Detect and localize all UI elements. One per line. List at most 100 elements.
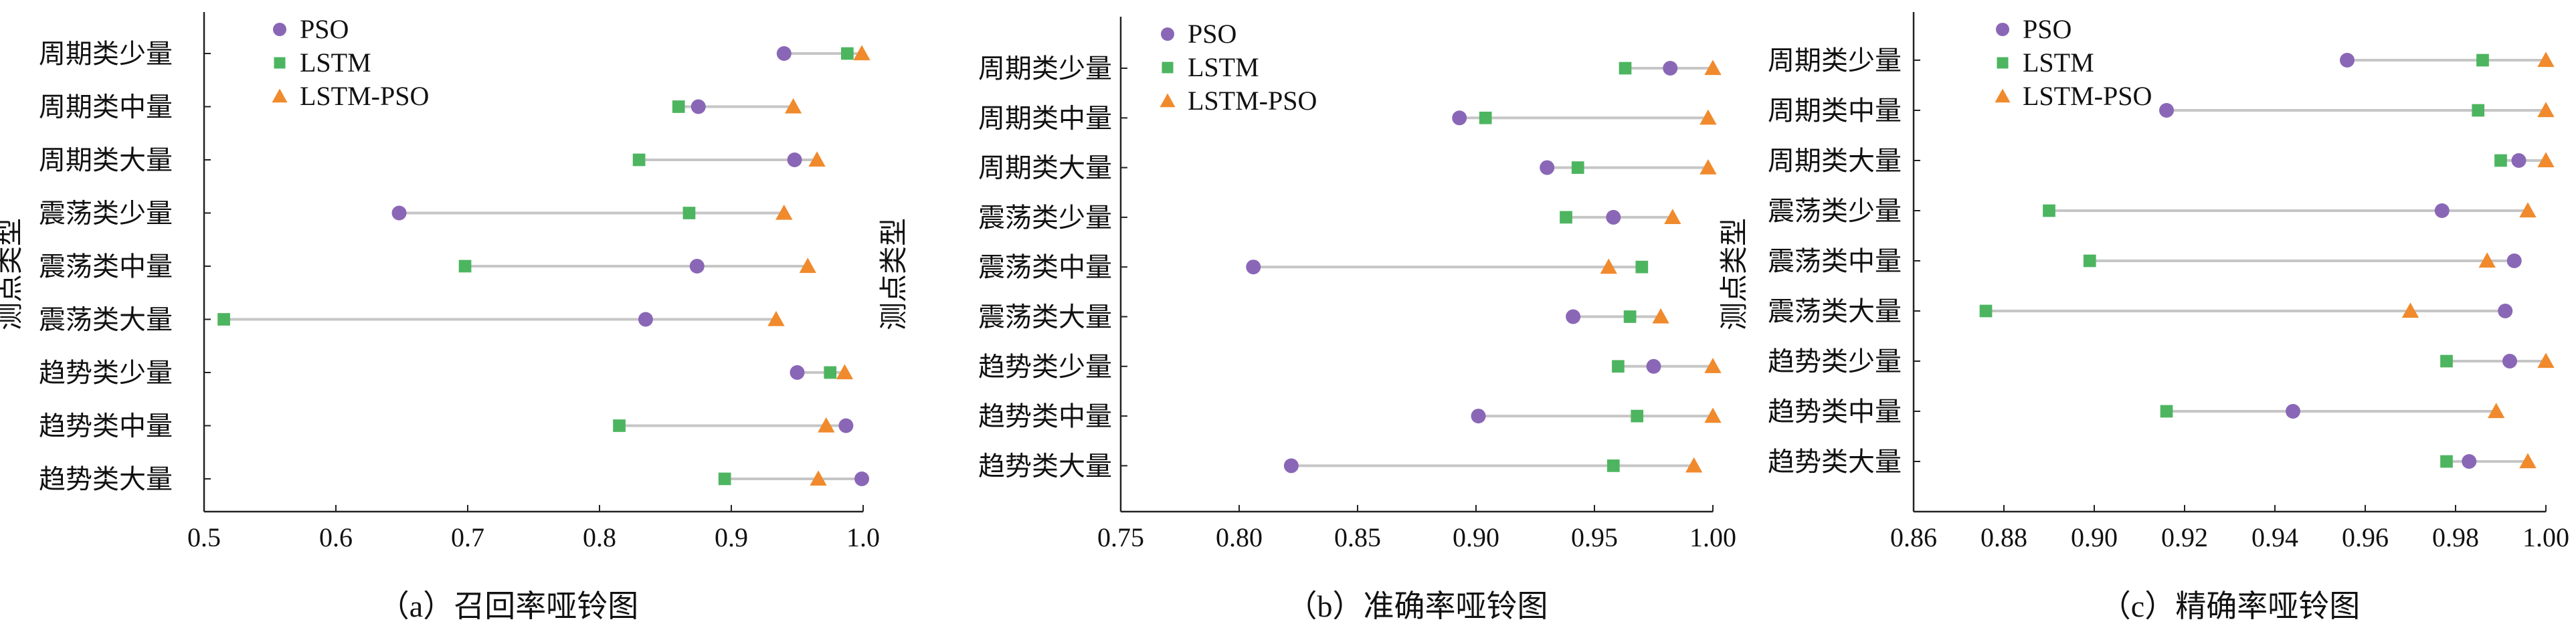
category-label: 震荡类中量	[1768, 246, 1902, 276]
lstm-pso-point	[2537, 352, 2555, 368]
lstm-point	[458, 259, 472, 273]
lstm-pso-point	[784, 98, 802, 114]
pso-point	[2511, 153, 2526, 168]
x-tick-label: 0.6	[319, 522, 353, 552]
x-tick-label: 0.92	[2161, 522, 2208, 552]
legend-label: PSO	[2023, 14, 2072, 44]
pso-point	[2498, 304, 2513, 318]
pso-point	[391, 205, 407, 221]
lstm-point	[682, 207, 696, 219]
y-axis-title: 测点类型	[1720, 218, 1750, 330]
lstm-pso-point	[853, 45, 870, 61]
category-label: 周期类大量	[39, 145, 173, 175]
pso-point	[638, 312, 653, 327]
pso-point	[1606, 209, 1621, 225]
pso-point	[1566, 309, 1581, 324]
legend-label: LSTM-PSO	[2023, 81, 2152, 111]
lstm-pso-point	[810, 470, 827, 486]
pso-point	[790, 365, 805, 380]
pso-point	[689, 259, 705, 274]
lstm-point	[1571, 161, 1584, 174]
pso-point	[1646, 358, 1661, 374]
lstm-pso-point	[2519, 202, 2537, 218]
pso-point	[2506, 253, 2522, 268]
chart-caption: （b）准确率哑铃图	[1287, 589, 1548, 623]
lstm-point	[2083, 254, 2096, 268]
legend-label: LSTM-PSO	[1188, 86, 1317, 116]
lstm-point	[632, 153, 646, 167]
pso-point	[1452, 110, 1467, 126]
category-label: 趋势类少量	[39, 358, 173, 388]
x-tick-label: 0.95	[1571, 522, 1618, 552]
lstm-point	[2472, 104, 2485, 117]
legend-label: PSO	[300, 14, 349, 44]
pso-point	[1540, 160, 1555, 175]
pso-point	[2502, 354, 2517, 368]
lstm-pso-point	[2537, 152, 2555, 168]
lstm-point	[1560, 211, 1572, 224]
pso-legend-marker	[1996, 23, 2009, 36]
category-label: 趋势类中量	[978, 401, 1112, 431]
lstm-point	[2160, 405, 2173, 418]
category-label: 趋势类少量	[1768, 346, 1902, 377]
x-tick-label: 0.5	[187, 522, 221, 552]
lstm-pso-point	[2478, 252, 2496, 268]
category-label: 震荡类中量	[978, 252, 1112, 282]
category-label: 震荡类大量	[1768, 296, 1902, 326]
x-tick-label: 1.0	[846, 522, 880, 552]
lstm-pso-legend-marker	[1160, 93, 1176, 108]
lstm-pso-legend-marker	[272, 88, 288, 103]
lstm-pso-point	[767, 310, 785, 326]
category-label: 趋势类大量	[978, 451, 1112, 481]
x-tick-label: 0.90	[2071, 522, 2118, 552]
category-label: 趋势类少量	[978, 352, 1112, 382]
legend-label: LSTM	[300, 47, 371, 78]
category-label: 周期类中量	[1768, 96, 1902, 126]
pso-point	[1663, 61, 1678, 76]
category-label: 趋势类大量	[1768, 447, 1902, 477]
lstm-point	[672, 100, 685, 113]
pso-point	[2286, 404, 2300, 419]
category-label: 周期类少量	[1768, 45, 1902, 76]
x-tick-label: 0.98	[2432, 522, 2479, 552]
category-label: 趋势类大量	[39, 464, 173, 494]
pso-point	[2159, 103, 2174, 118]
lstm-point	[841, 47, 854, 60]
legend-label: PSO	[1188, 19, 1236, 49]
x-tick-label: 0.7	[451, 522, 484, 552]
pso-point	[1471, 409, 1486, 424]
category-label: 趋势类中量	[39, 411, 173, 441]
lstm-point	[2440, 455, 2453, 468]
precision-dumbbell-panel: 0.86 0.88 0.90 0.92 0.94 0.96 0.98 1.00 周期类少量周期类…	[1720, 12, 2569, 623]
lstm-point	[1612, 360, 1625, 373]
lstm-legend-marker	[1997, 57, 2009, 69]
legend-label: LSTM	[2023, 47, 2094, 78]
lstm-pso-point	[2401, 302, 2419, 318]
lstm-point	[2043, 204, 2055, 217]
lstm-pso-point	[1685, 457, 1703, 473]
pso-point	[787, 152, 802, 167]
lstm-point	[718, 472, 731, 486]
lstm-point	[2494, 154, 2507, 167]
pso-point	[691, 99, 706, 114]
lstm-point	[613, 419, 626, 432]
x-tick-label: 0.75	[1097, 522, 1144, 552]
y-axis-title: 测点类型	[879, 218, 910, 330]
lstm-pso-point	[2519, 453, 2537, 469]
lstm-legend-marker	[274, 57, 286, 69]
lstm-pso-point	[2537, 102, 2555, 118]
lstm-pso-point	[2488, 403, 2505, 419]
category-label: 周期类大量	[1768, 146, 1902, 176]
lstm-pso-point	[1652, 308, 1669, 324]
lstm-pso-point	[1699, 159, 1717, 175]
lstm-legend-marker	[1162, 62, 1174, 74]
pso-point	[2462, 454, 2477, 469]
pso-point	[854, 471, 870, 486]
x-tick-label: 0.88	[1981, 522, 2027, 552]
legend-label: LSTM	[1188, 52, 1259, 82]
lstm-pso-point	[1600, 258, 1617, 274]
lstm-pso-point	[808, 151, 826, 167]
chart-caption: （c）精确率哑铃图	[2100, 589, 2360, 623]
